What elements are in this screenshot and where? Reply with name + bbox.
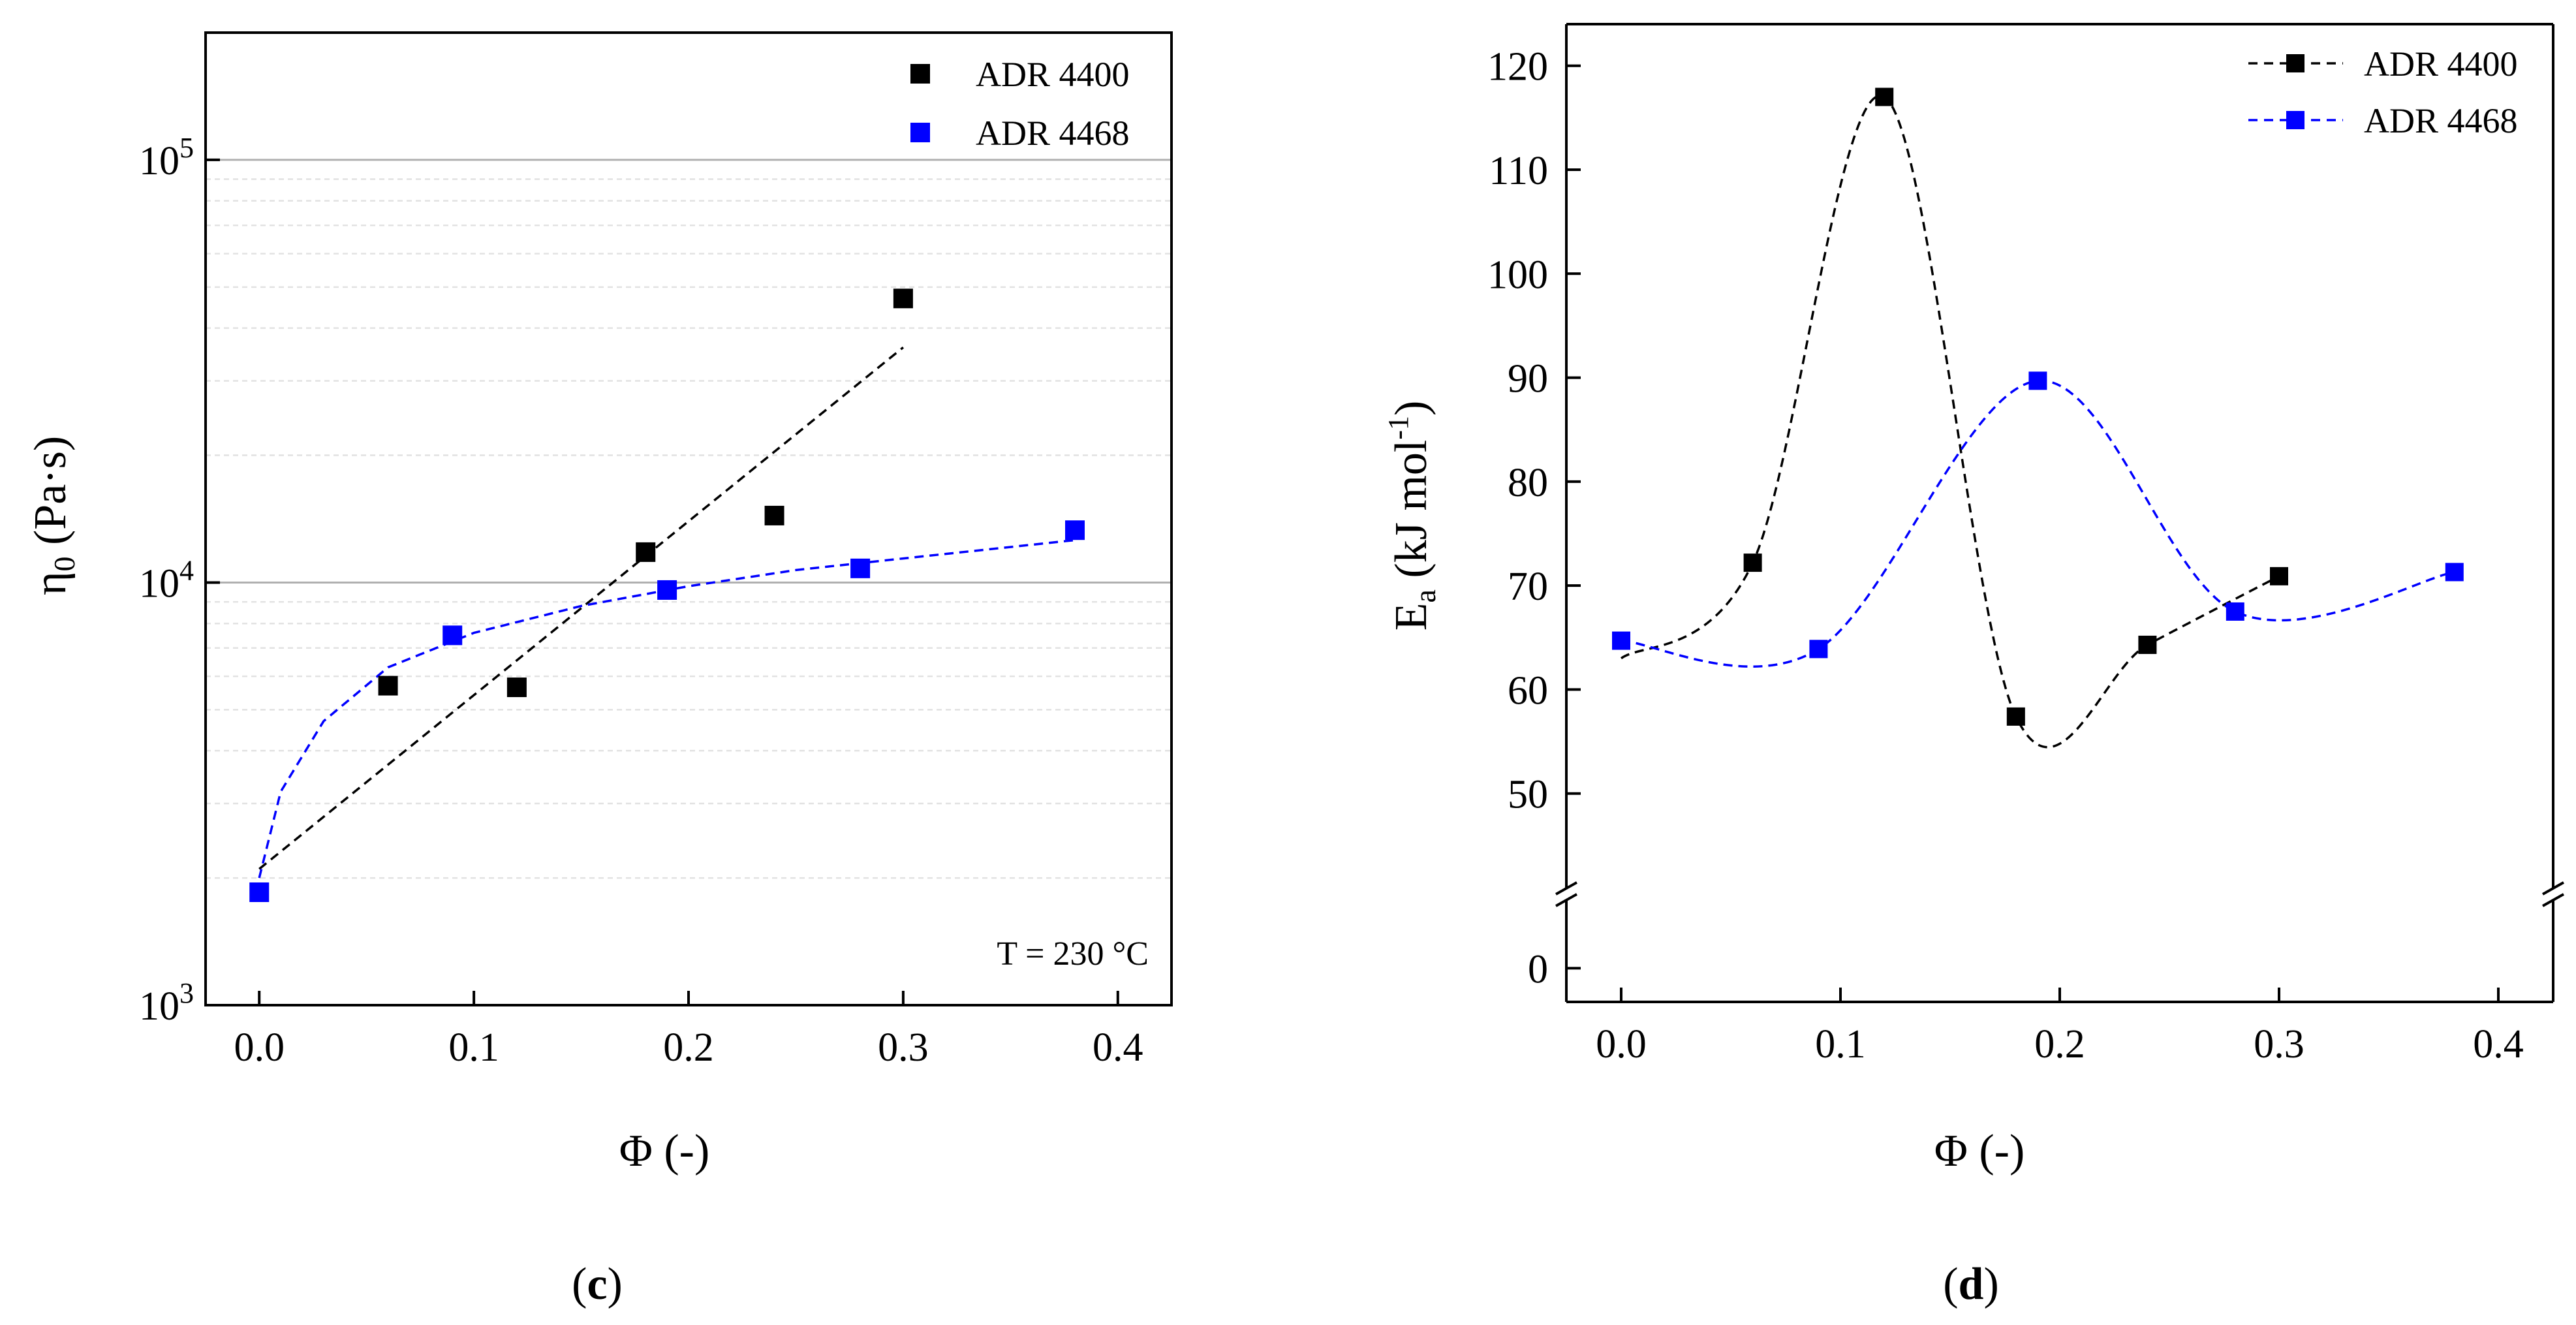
d-y-tick-label: 50 bbox=[1508, 773, 1548, 817]
c-legend-marker-adr4468 bbox=[910, 123, 930, 142]
d-legend-label-adr4400: ADR 4400 bbox=[2364, 44, 2518, 84]
c-fit-line-adr4400 bbox=[258, 346, 904, 870]
d-y-tick-label: 70 bbox=[1508, 565, 1548, 609]
d-x-tick-label: 0.0 bbox=[1596, 1022, 1647, 1067]
c-point-adr4400 bbox=[378, 676, 398, 696]
d-legend-label-adr4468: ADR 4468 bbox=[2364, 101, 2518, 140]
c-point-adr4400 bbox=[506, 678, 527, 698]
c-legend: ADR 4400 ADR 4468 bbox=[910, 55, 1130, 153]
c-temperature-note: T = 230 °C bbox=[997, 935, 1149, 973]
c-grid bbox=[206, 159, 1172, 879]
d-point-adr4468 bbox=[1809, 640, 1828, 659]
c-x-ticks: 0.0 0.1 0.2 0.3 0.4 bbox=[234, 991, 1143, 1070]
panel-d: 0.0 0.1 0.2 0.3 0.4 0 50 60 70 80 90 100 110 120 ADR… bbox=[1382, 23, 2564, 1309]
d-y-tick-label: 110 bbox=[1489, 149, 1548, 193]
c-y-ticks: 103 104 105 bbox=[139, 132, 220, 1029]
panel-d-label: (d) bbox=[1943, 1259, 1999, 1309]
d-x-tick-label: 0.1 bbox=[1815, 1022, 1866, 1067]
d-axis-break-marks bbox=[1555, 881, 2564, 907]
c-legend-label-adr4468: ADR 4468 bbox=[976, 114, 1130, 153]
c-x-tick-label: 0.1 bbox=[448, 1025, 499, 1070]
d-point-adr4400 bbox=[1875, 87, 1894, 106]
d-smooth-curves bbox=[1620, 94, 2455, 749]
d-curve-adr4468 bbox=[1621, 379, 2455, 668]
d-y-tick-label: 80 bbox=[1508, 461, 1548, 505]
d-legend: ADR 4400 ADR 4468 bbox=[2248, 44, 2518, 140]
c-data-points bbox=[249, 288, 1085, 902]
d-point-adr4468 bbox=[2445, 563, 2464, 582]
c-point-adr4400 bbox=[764, 505, 784, 525]
d-point-adr4400 bbox=[2270, 567, 2288, 585]
d-y-tick-label: 90 bbox=[1508, 357, 1548, 401]
panel-c-label: (c) bbox=[572, 1259, 623, 1309]
c-y-tick-label: 103 bbox=[139, 977, 194, 1029]
d-point-adr4400 bbox=[2006, 707, 2025, 726]
c-plot-frame bbox=[204, 31, 1173, 1006]
c-point-adr4400 bbox=[636, 542, 656, 562]
d-y-ticks: 0 50 60 70 80 90 100 110 120 bbox=[1487, 45, 1581, 991]
c-point-adr4468 bbox=[850, 558, 871, 578]
d-x-tick-label: 0.4 bbox=[2473, 1022, 2524, 1067]
c-point-adr4468 bbox=[442, 625, 463, 646]
d-point-adr4468 bbox=[2226, 602, 2244, 621]
c-x-tick-label: 0.4 bbox=[1093, 1025, 1143, 1070]
c-y-tick-label: 105 bbox=[139, 132, 194, 183]
c-x-tick-label: 0.2 bbox=[663, 1025, 714, 1070]
c-x-tick-label: 0.0 bbox=[234, 1025, 285, 1070]
c-x-axis-label: Φ (-) bbox=[619, 1126, 710, 1176]
d-y-axis-label: Ea (kJ mol-1) bbox=[1382, 401, 1442, 631]
c-point-adr4468 bbox=[1065, 520, 1085, 540]
d-legend-marker-adr4400 bbox=[2286, 54, 2304, 72]
d-x-tick-label: 0.3 bbox=[2254, 1022, 2304, 1067]
d-point-adr4468 bbox=[1612, 631, 1630, 650]
d-point-adr4400 bbox=[2138, 635, 2157, 654]
d-x-axis-label: Φ (-) bbox=[1934, 1126, 2025, 1176]
d-y-tick-label: 120 bbox=[1487, 45, 1548, 89]
panel-c: 0.0 0.1 0.2 0.3 0.4 103 104 105 ADR 4400 ADR 4… bbox=[25, 31, 1173, 1309]
c-x-tick-label: 0.3 bbox=[878, 1025, 929, 1070]
d-data-points bbox=[1612, 87, 2464, 726]
c-point-adr4468 bbox=[657, 580, 677, 600]
c-legend-label-adr4400: ADR 4400 bbox=[976, 55, 1130, 94]
d-x-tick-label: 0.2 bbox=[2034, 1022, 2085, 1067]
c-y-axis-label: η0 (Pa·s) bbox=[25, 436, 81, 595]
d-x-ticks: 0.0 0.1 0.2 0.3 0.4 bbox=[1596, 988, 2524, 1067]
d-y-tick-label: 60 bbox=[1508, 668, 1548, 713]
d-plot-frame bbox=[1565, 23, 2554, 1003]
d-y-tick-label: 0 bbox=[1528, 947, 1548, 991]
d-point-adr4400 bbox=[1743, 553, 1762, 572]
d-point-adr4468 bbox=[2028, 371, 2047, 390]
d-legend-marker-adr4468 bbox=[2286, 111, 2304, 129]
d-y-tick-label: 100 bbox=[1487, 253, 1548, 297]
c-y-tick-label: 104 bbox=[139, 554, 194, 606]
c-fit-lines bbox=[258, 346, 1076, 879]
c-point-adr4468 bbox=[249, 882, 270, 902]
d-curve-adr4400 bbox=[1620, 94, 2280, 749]
c-legend-marker-adr4400 bbox=[910, 64, 930, 84]
c-point-adr4400 bbox=[893, 288, 913, 309]
